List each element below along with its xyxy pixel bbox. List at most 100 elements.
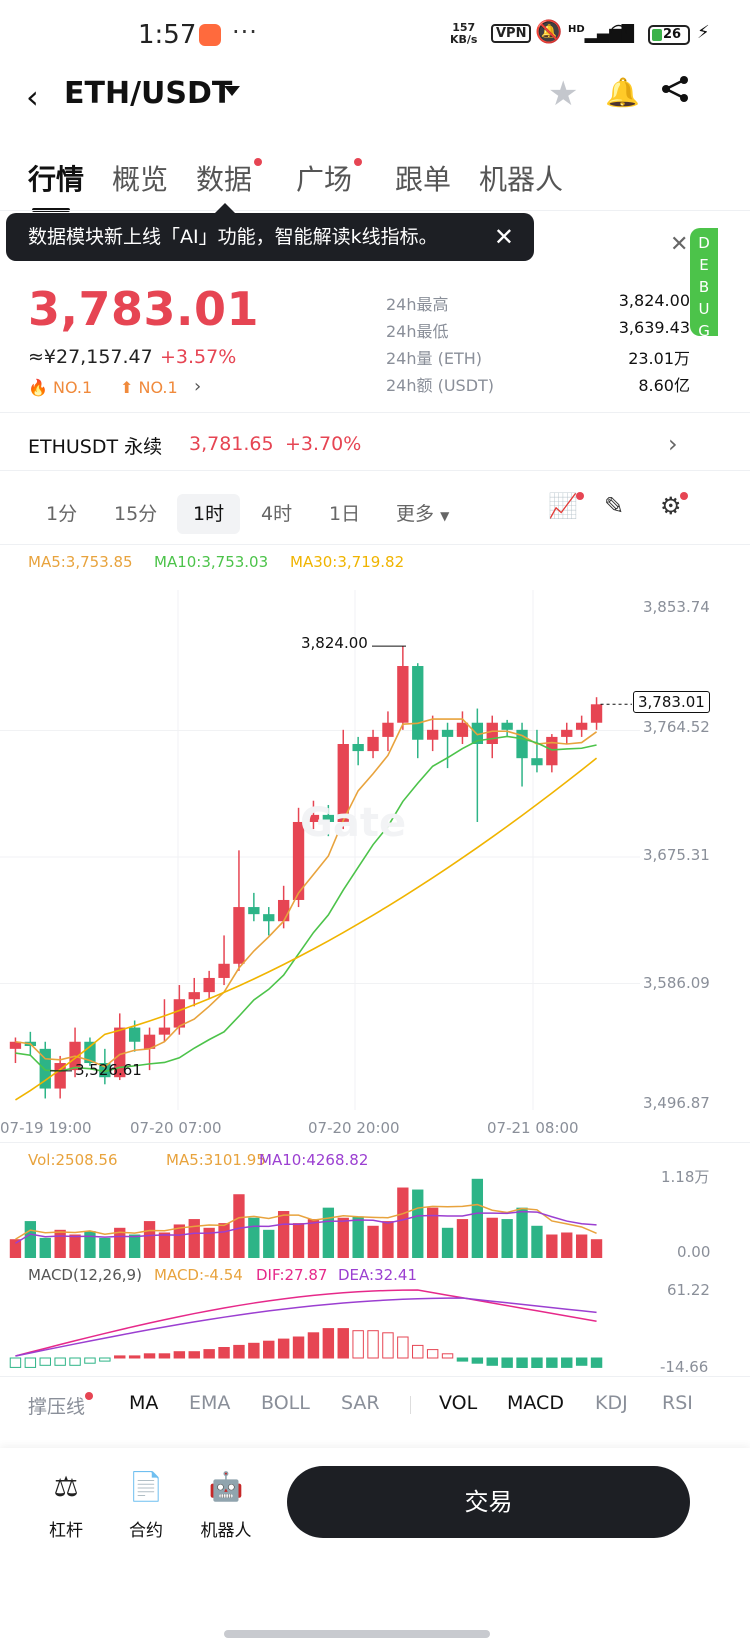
macd-hist-bar — [173, 1351, 186, 1359]
volume-bar — [114, 1227, 126, 1258]
volume-ma5-line — [15, 1203, 597, 1240]
indicator-vol[interactable]: VOL — [439, 1392, 478, 1414]
share-icon[interactable] — [660, 74, 690, 112]
candle-body — [337, 744, 349, 822]
back-icon[interactable]: ‹ — [26, 78, 39, 116]
chevron-down-icon[interactable] — [224, 86, 240, 96]
notice-close-icon[interactable]: ✕ — [670, 232, 689, 257]
divider — [0, 544, 750, 545]
indicator-kdj[interactable]: KDJ — [595, 1392, 628, 1414]
indicator-icon[interactable]: 📈 — [548, 492, 584, 520]
tf-15m[interactable]: 15分 — [114, 503, 158, 525]
perp-name[interactable]: ETHUSDT 永续 — [28, 436, 163, 458]
nav-contract[interactable]: 📄 合约 — [116, 1470, 176, 1541]
indicator-ema[interactable]: EMA — [189, 1392, 231, 1414]
volume-bar — [263, 1229, 275, 1258]
y-axis-label: 3,675.31 — [643, 846, 710, 864]
tab-square[interactable]: 广场 — [296, 158, 363, 198]
macd-hist-bar — [352, 1330, 364, 1359]
macd-hist-bar — [143, 1353, 156, 1359]
indicator-support-resistance[interactable]: 撑压线 — [28, 1392, 94, 1419]
price-cny: ≈¥27,157.47 — [28, 346, 153, 368]
favorite-star-icon[interactable]: ★ — [548, 74, 579, 114]
macd-hist-bar — [531, 1357, 543, 1368]
candle-body — [248, 907, 260, 915]
indicator-rsi[interactable]: RSI — [662, 1392, 693, 1414]
macd-hist-bar — [412, 1344, 424, 1359]
tf-1d[interactable]: 1日 — [329, 503, 361, 525]
ma10-legend: MA10:3,753.03 — [154, 553, 269, 571]
macd-hist-bar — [486, 1357, 498, 1366]
pair-title[interactable]: ETH/USDT — [64, 76, 233, 111]
dea-line — [15, 1297, 597, 1357]
macd-hist-bar — [516, 1357, 528, 1368]
network-speed: 157 KB/s — [450, 21, 478, 46]
candle-body — [352, 744, 364, 752]
chevron-down-icon: ▼ — [440, 509, 450, 523]
rank-arrow-icon[interactable]: › — [194, 376, 202, 397]
y-axis-label: 3,496.87 — [643, 1094, 710, 1112]
candle-body — [188, 992, 200, 1000]
robot-icon: 🤖 — [208, 1470, 244, 1503]
candle-body — [412, 666, 424, 740]
mute-icon: 🔕 — [535, 20, 563, 45]
candle-body — [575, 722, 588, 730]
candle-body — [322, 814, 335, 822]
candle-body — [471, 722, 484, 745]
perp-arrow-icon[interactable]: › — [668, 430, 678, 458]
tab-overview[interactable]: 概览 — [112, 163, 169, 196]
macd-axis-top: 61.22 — [667, 1281, 710, 1299]
tab-robot[interactable]: 机器人 — [479, 163, 564, 196]
draw-icon[interactable]: ✎ — [604, 492, 625, 520]
trade-button[interactable]: 交易 — [287, 1466, 690, 1538]
indicator-macd[interactable]: MACD — [507, 1392, 564, 1414]
divider — [0, 470, 750, 471]
indicator-ma[interactable]: MA — [129, 1392, 159, 1414]
indicator-boll[interactable]: BOLL — [261, 1392, 310, 1414]
watermark: Gate — [300, 800, 407, 846]
tooltip-close-icon[interactable]: ✕ — [493, 223, 514, 251]
indicator-sar[interactable]: SAR — [341, 1392, 380, 1414]
debug-tab[interactable]: DEBUG — [690, 228, 718, 340]
tf-1h[interactable]: 1时 — [177, 494, 241, 534]
macd-hist-bar — [441, 1353, 454, 1359]
tf-4h[interactable]: 4时 — [261, 503, 293, 525]
macd-hist-bar — [84, 1357, 96, 1364]
stat-turnover-value: 8.60亿 — [638, 376, 690, 395]
volume-bar — [337, 1217, 349, 1258]
candle-body — [426, 729, 439, 740]
vol-ma10-legend: MA10:4268.82 — [259, 1151, 369, 1169]
signal-icon: HD▂▄▆█ — [568, 24, 634, 43]
macd-hist-bar — [233, 1344, 245, 1359]
nav-robot[interactable]: 🤖 机器人 — [196, 1470, 256, 1541]
candle-body — [143, 1034, 156, 1049]
macd-hist-bar — [307, 1332, 320, 1359]
tf-more[interactable]: 更多 ▼ — [396, 503, 450, 525]
price-alert-icon[interactable]: 🔔 — [605, 76, 640, 109]
contract-icon: 📄 — [128, 1470, 164, 1503]
volume-ma10-line — [15, 1210, 597, 1244]
volume-chart — [9, 1178, 603, 1258]
tab-market[interactable]: 行情 — [28, 163, 85, 196]
volume-bar — [39, 1237, 51, 1258]
macd-hist-bar — [248, 1342, 260, 1359]
volume-bar — [69, 1234, 81, 1258]
tf-1m[interactable]: 1分 — [46, 503, 78, 525]
rank-gainer[interactable]: ⬆ NO.1 — [120, 378, 178, 397]
volume-bar — [546, 1234, 558, 1258]
perp-price: 3,781.65 — [189, 433, 274, 455]
volume-bar — [590, 1239, 603, 1258]
rank-hot[interactable]: 🔥 NO.1 — [28, 378, 93, 397]
tab-data-badge — [254, 158, 263, 166]
candle-body — [54, 1063, 66, 1089]
tab-data[interactable]: 数据 — [196, 158, 263, 198]
candlestick-chart[interactable] — [0, 590, 720, 1140]
charging-icon: ⚡ — [697, 22, 710, 43]
candle-body — [158, 1027, 171, 1035]
nav-leverage[interactable]: ⚖ 杠杆 — [36, 1470, 96, 1541]
volume-bar — [277, 1211, 290, 1258]
tab-copy-trading[interactable]: 跟单 — [395, 163, 452, 196]
volume-bar — [218, 1223, 230, 1258]
settings-icon[interactable]: ⚙ — [660, 492, 688, 520]
candle-body — [590, 704, 603, 723]
